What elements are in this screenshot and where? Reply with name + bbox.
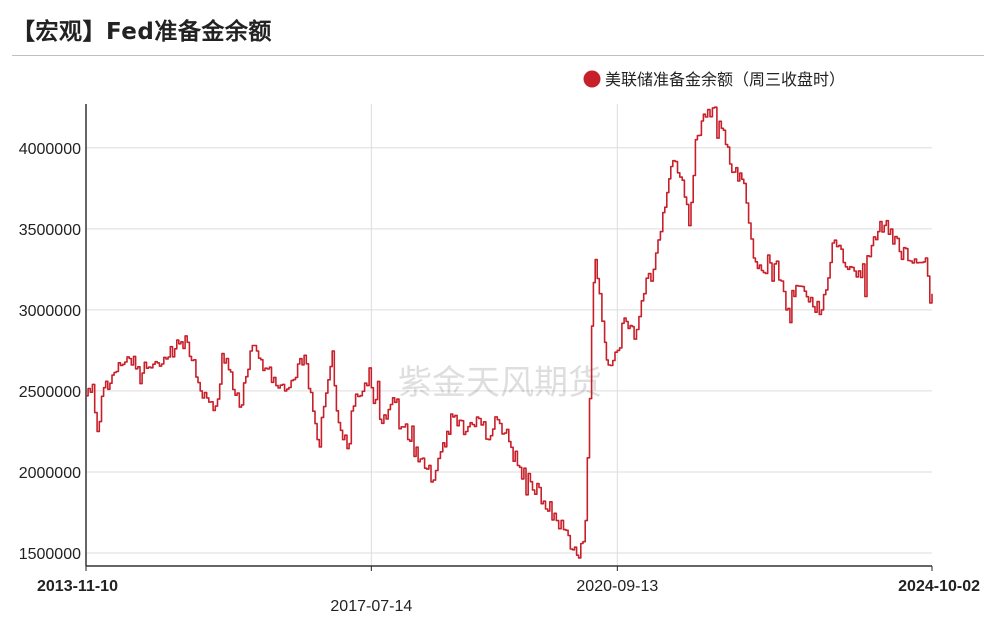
x-tick-label: 2013-11-10: [37, 578, 118, 595]
x-tick-label: 2024-10-02: [898, 578, 980, 595]
x-axis-ticks: 2013-11-10 2017-07-14 2020-09-13 2024-10-02: [37, 578, 980, 615]
y-axis-ticks: 1500000 2000000 2500000 3000000 3500000 40000…: [19, 141, 81, 563]
title-divider: [12, 55, 984, 56]
chart-axes: [85, 104, 933, 571]
legend-label: 美联储准备金余额（周三收盘时）: [605, 70, 845, 89]
y-tick-label: 4000000: [19, 141, 81, 158]
chart-legend[interactable]: 美联储准备金余额（周三收盘时）: [583, 70, 846, 89]
legend-marker-icon: [583, 70, 601, 88]
y-tick-label: 2500000: [19, 384, 81, 401]
y-tick-label: 1500000: [19, 546, 81, 563]
page-title: 【宏观】Fed准备金余额: [12, 19, 272, 45]
series-line-reserves: [86, 106, 933, 559]
chart-grid: [86, 104, 932, 566]
x-tick-label: 2020-09-13: [576, 578, 658, 595]
x-tick-label: 2017-07-14: [330, 598, 412, 615]
y-tick-label: 3500000: [19, 222, 81, 239]
watermark: 紫金天风期货: [398, 363, 602, 403]
y-tick-label: 3000000: [19, 303, 81, 320]
y-tick-label: 2000000: [19, 465, 81, 482]
